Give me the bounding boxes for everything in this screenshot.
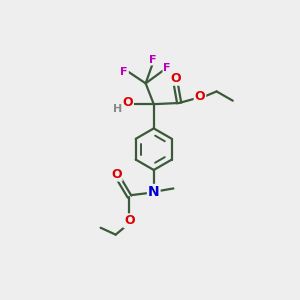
Text: N: N (148, 185, 160, 199)
Text: F: F (120, 67, 128, 77)
Text: O: O (170, 72, 181, 85)
Text: O: O (111, 168, 122, 181)
Text: O: O (122, 97, 133, 110)
Text: O: O (195, 90, 205, 103)
Text: F: F (149, 55, 156, 64)
Text: O: O (124, 214, 135, 227)
Text: F: F (164, 63, 171, 73)
Text: H: H (113, 104, 123, 114)
